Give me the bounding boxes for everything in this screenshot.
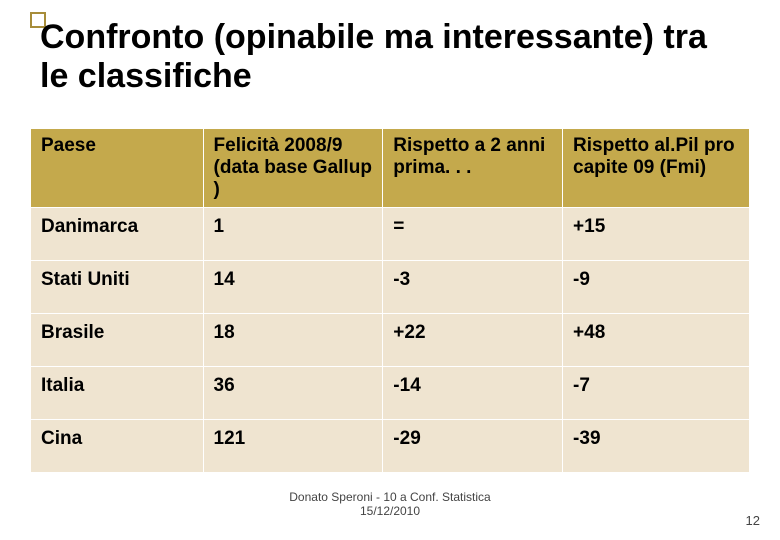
table: Paese Felicità 2008/9 (data base Gallup … bbox=[30, 128, 750, 473]
table-row: Italia 36 -14 -7 bbox=[31, 367, 750, 420]
cell-felicita: 18 bbox=[203, 314, 383, 367]
cell-rispetto2: +22 bbox=[383, 314, 563, 367]
cell-felicita: 36 bbox=[203, 367, 383, 420]
page-title: Confronto (opinabile ma interessante) tr… bbox=[40, 18, 740, 96]
footnote: Donato Speroni - 10 a Conf. Statistica 1… bbox=[0, 490, 780, 519]
cell-rispettopil: +15 bbox=[563, 208, 750, 261]
table-row: Brasile 18 +22 +48 bbox=[31, 314, 750, 367]
cell-rispetto2: -3 bbox=[383, 261, 563, 314]
col-header-rispetto2: Rispetto a 2 anni prima. . . bbox=[383, 129, 563, 208]
comparison-table: Paese Felicità 2008/9 (data base Gallup … bbox=[30, 128, 750, 473]
cell-paese: Cina bbox=[31, 420, 204, 473]
cell-paese: Italia bbox=[31, 367, 204, 420]
cell-rispetto2: -14 bbox=[383, 367, 563, 420]
cell-rispettopil: -9 bbox=[563, 261, 750, 314]
table-row: Stati Uniti 14 -3 -9 bbox=[31, 261, 750, 314]
cell-rispetto2: = bbox=[383, 208, 563, 261]
cell-rispettopil: -7 bbox=[563, 367, 750, 420]
cell-paese: Brasile bbox=[31, 314, 204, 367]
col-header-felicita: Felicità 2008/9 (data base Gallup ) bbox=[203, 129, 383, 208]
cell-felicita: 121 bbox=[203, 420, 383, 473]
col-header-rispettopil: Rispetto al.Pil pro capite 09 (Fmi) bbox=[563, 129, 750, 208]
col-header-paese: Paese bbox=[31, 129, 204, 208]
cell-felicita: 1 bbox=[203, 208, 383, 261]
cell-paese: Danimarca bbox=[31, 208, 204, 261]
cell-rispettopil: +48 bbox=[563, 314, 750, 367]
slide: Confronto (opinabile ma interessante) tr… bbox=[0, 0, 780, 540]
table-row: Danimarca 1 = +15 bbox=[31, 208, 750, 261]
slide-number: 12 bbox=[746, 513, 760, 528]
table-row: Cina 121 -29 -39 bbox=[31, 420, 750, 473]
cell-paese: Stati Uniti bbox=[31, 261, 204, 314]
cell-rispetto2: -29 bbox=[383, 420, 563, 473]
cell-felicita: 14 bbox=[203, 261, 383, 314]
footnote-line1: Donato Speroni - 10 a Conf. Statistica bbox=[289, 490, 490, 504]
cell-rispettopil: -39 bbox=[563, 420, 750, 473]
footnote-line2: 15/12/2010 bbox=[360, 504, 420, 518]
table-header-row: Paese Felicità 2008/9 (data base Gallup … bbox=[31, 129, 750, 208]
